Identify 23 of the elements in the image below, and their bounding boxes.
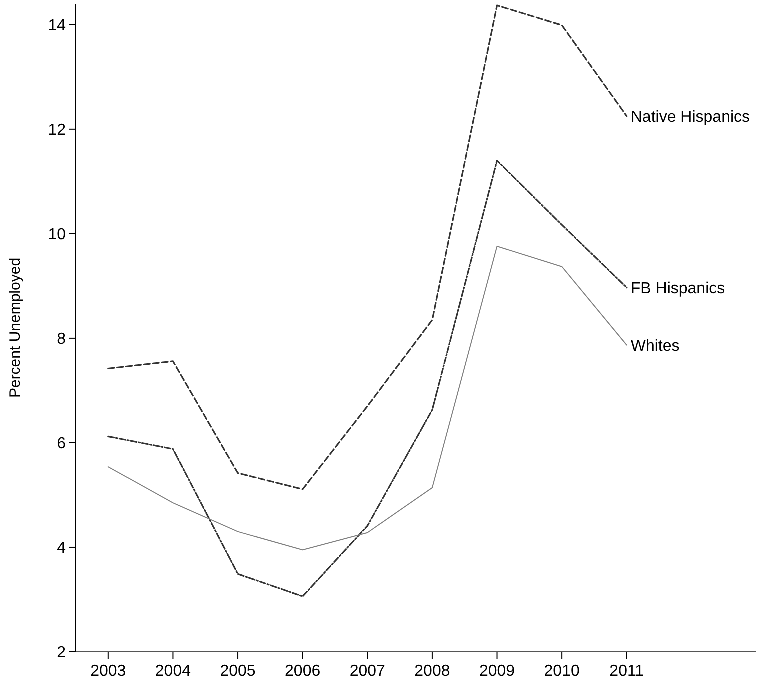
y-tick-label: 6 bbox=[57, 436, 66, 453]
x-tick-label: 2004 bbox=[155, 663, 192, 680]
y-tick-label: 12 bbox=[48, 122, 66, 140]
y-tick-label: 4 bbox=[57, 540, 66, 558]
y-tick-label: 14 bbox=[48, 18, 66, 35]
y-axis-title: Percent Unemployed bbox=[7, 258, 24, 398]
y-tick-label: 2 bbox=[57, 644, 66, 662]
y-tick-label: 10 bbox=[48, 226, 66, 244]
line-series bbox=[108, 4, 628, 490]
series-label: Whites bbox=[630, 338, 680, 355]
line-series bbox=[108, 160, 628, 598]
x-tick-label: 2009 bbox=[479, 663, 516, 680]
line-series bbox=[108, 246, 628, 551]
x-tick-label: 2008 bbox=[414, 663, 450, 680]
x-tick-label: 2010 bbox=[544, 663, 580, 680]
x-tick-label: 2006 bbox=[285, 663, 321, 680]
x-tick-label: 2011 bbox=[610, 663, 644, 680]
y-tick-label: 8 bbox=[57, 331, 66, 348]
series-label: Native Hispanics bbox=[630, 108, 750, 126]
x-tick-label: 2003 bbox=[90, 663, 126, 680]
x-tick-label: 2005 bbox=[220, 663, 256, 680]
series-label: FB Hispanics bbox=[630, 280, 726, 298]
x-tick-label: 2007 bbox=[350, 663, 386, 680]
